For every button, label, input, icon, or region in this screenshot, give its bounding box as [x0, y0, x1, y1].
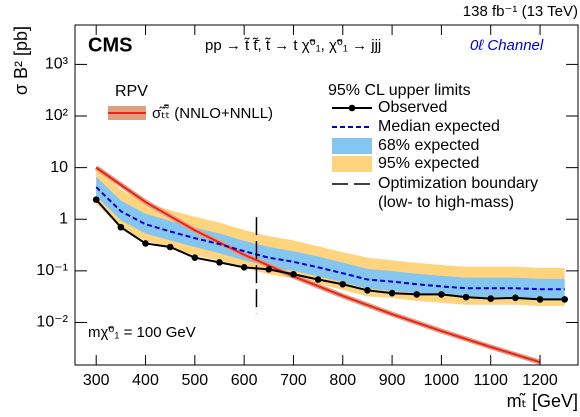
- observed-point: [438, 291, 445, 298]
- observed-point: [92, 196, 100, 203]
- process: pp → t̃ t̃̄, t̃ → t χ̃⁰₁, χ̃⁰₁ → jjj: [205, 37, 381, 54]
- y-tick-label: 10³: [45, 56, 69, 73]
- lumi: 138 fb⁻¹ (13 TeV): [463, 3, 578, 20]
- channel: 0ℓ Channel: [470, 37, 544, 54]
- observed-point: [487, 295, 495, 302]
- y-tick-label: 10²: [45, 107, 69, 124]
- observed-point: [413, 291, 421, 298]
- observed-point: [216, 259, 223, 266]
- legend-swatch: [348, 104, 356, 112]
- y-tick-label: 10⁻²: [36, 314, 68, 331]
- x-tick-label: 400: [132, 372, 159, 389]
- observed-point: [265, 266, 273, 273]
- expected-line: [95, 186, 565, 291]
- x-tick-label: 700: [280, 372, 307, 389]
- x-tick-label: 900: [379, 372, 406, 389]
- experiment: CMS: [88, 34, 132, 56]
- observed-point: [314, 276, 322, 283]
- band: [96, 165, 565, 306]
- x-tick-label: 1200: [522, 372, 558, 389]
- legend-label: Median expected: [378, 118, 500, 135]
- legend-label: Observed: [378, 99, 447, 116]
- mass-note: mχ̃⁰₁ = 100 GeV: [88, 324, 196, 341]
- legend-label: (low- to high-mass): [378, 194, 514, 211]
- observed-point: [388, 289, 396, 297]
- observed-point: [561, 296, 568, 303]
- observed-point: [191, 254, 199, 261]
- frame: [74, 24, 579, 366]
- y-tick-label: 1: [59, 210, 68, 227]
- observed-point: [290, 270, 297, 278]
- observed-line: [95, 198, 565, 301]
- legend-label: 95% expected: [378, 155, 479, 172]
- y-axis-label: σ B² [pb]: [11, 26, 31, 95]
- x-tick-label: 500: [181, 372, 208, 389]
- y-tick-label: 10: [50, 159, 68, 176]
- observed-point: [536, 296, 544, 303]
- theory-line: [95, 166, 541, 364]
- theory-header: RPV: [115, 83, 148, 100]
- legend-swatch: [332, 138, 372, 154]
- x-tick-label: 600: [231, 372, 258, 389]
- observed-point: [512, 294, 519, 302]
- observed-point: [166, 243, 174, 251]
- legend-swatch: [332, 156, 372, 172]
- observed-point: [364, 287, 371, 294]
- x-tick-label: 1100: [474, 372, 509, 389]
- legend-label: Optimization boundary: [378, 175, 538, 192]
- y-tick-label: 10⁻¹: [36, 262, 68, 279]
- x-tick-label: 1000: [424, 372, 460, 389]
- observed-point: [117, 223, 125, 231]
- x-tick-label: 300: [83, 372, 110, 389]
- legend-label: 68% expected: [378, 137, 479, 154]
- observed-point: [240, 264, 248, 271]
- observed-point: [142, 240, 149, 247]
- plot-area: [92, 165, 568, 365]
- x-axis-label: mₜ̃ [GeV]: [507, 391, 578, 411]
- legend-label: σₜ̃ₜ̃̄ (NNLO+NNLL): [152, 105, 273, 122]
- legend-header: 95% CL upper limits: [328, 82, 471, 99]
- x-tick-label: 800: [329, 372, 356, 389]
- observed-point: [339, 280, 347, 288]
- observed-point: [462, 293, 470, 301]
